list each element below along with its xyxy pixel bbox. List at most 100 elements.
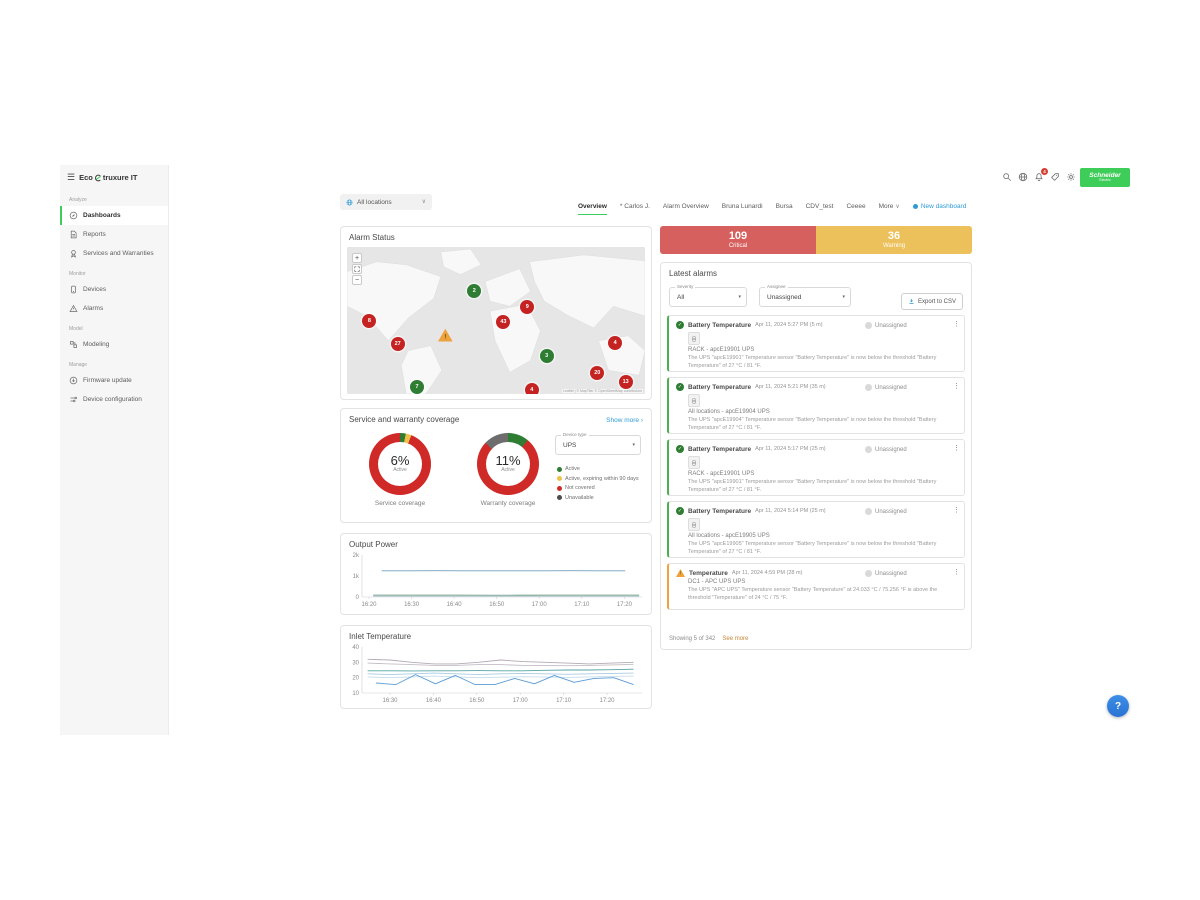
alarm-list-item[interactable]: ✓ Battery Temperature Apr 11, 2024 5:17 … — [667, 439, 965, 496]
map-zoom-in-button[interactable]: + — [352, 253, 362, 263]
schneider-electric-logo[interactable]: Schneider Electric — [1080, 168, 1130, 187]
app-logo-text: Eco truxure IT — [79, 173, 137, 182]
sidebar-item-alarms[interactable]: Alarms — [60, 299, 168, 318]
alarm-list-item[interactable]: ✓ Battery Temperature Apr 11, 2024 5:27 … — [667, 315, 965, 372]
location-selector[interactable]: All locations ∨ — [340, 194, 432, 210]
legend-item-active-expiring-within-90-days: Active, expiring within 90 days — [557, 476, 639, 482]
gear-icon[interactable] — [1066, 172, 1076, 182]
output-power-card: Output Power 0 1k 2k 16:20 16:30 16:40 16:50 17… — [340, 533, 652, 615]
alarm-device-location[interactable]: All locations - apcE19905 UPS — [688, 533, 770, 539]
alarm-marker-critical[interactable]: 20 — [590, 366, 605, 381]
alarm-marker-ok[interactable]: 7 — [410, 379, 425, 394]
alarm-list-item[interactable]: ! Temperature Apr 11, 2024 4:59 PM (28 m… — [667, 563, 965, 610]
export-to-csv-button[interactable]: Export to CSV — [900, 293, 963, 310]
alarm-assignee[interactable]: Unassigned — [865, 570, 907, 577]
severity-filter-label: Severity — [675, 284, 696, 290]
assignee-filter-value: Unassigned — [767, 294, 802, 301]
menu-icon[interactable]: ☰ — [67, 172, 76, 182]
alarm-timestamp: Apr 11, 2024 5:27 PM (5 m) — [755, 322, 823, 328]
svg-text:16:30: 16:30 — [382, 698, 398, 704]
alarm-timestamp: Apr 11, 2024 5:14 PM (25 m) — [755, 508, 826, 514]
sidebar-item-device-configuration[interactable]: Device configuration — [60, 390, 168, 409]
sidebar-item-devices[interactable]: Devices — [60, 280, 168, 299]
output-power-chart: 0 1k 2k 16:20 16:30 16:40 16:50 17:00 17:10 17:20 — [353, 553, 642, 608]
alarm-device-location[interactable]: RACK - apcE19901 UPS — [688, 347, 755, 353]
alarm-list-item[interactable]: ✓ Battery Temperature Apr 11, 2024 5:21 … — [667, 377, 965, 434]
assignee-filter[interactable]: Assignee Unassigned ▾ — [759, 284, 851, 307]
bell-icon[interactable]: 4 — [1034, 167, 1048, 182]
show-more-link[interactable]: Show more › — [606, 417, 643, 424]
help-floating-button[interactable]: ? — [1107, 695, 1129, 717]
coverage-card: Service and warranty coverage Show more … — [340, 408, 652, 523]
alarm-timestamp: Apr 11, 2024 5:17 PM (25 m) — [755, 446, 826, 452]
latest-alarms-card: Latest alarms Severity All ▾ Assignee Un… — [660, 262, 972, 650]
legend-item-active: Active — [557, 466, 639, 472]
tab-overview[interactable]: Overview — [578, 203, 607, 215]
alarm-title: Battery Temperature — [688, 383, 752, 391]
coverage-title: Service and warranty coverage — [349, 415, 460, 424]
kebab-menu-icon[interactable]: ⋮ — [953, 321, 960, 328]
alarm-marker-critical[interactable]: 9 — [520, 300, 535, 315]
modeling-icon — [69, 340, 78, 349]
alarm-description: The UPS "apcE19901" Temperature sensor "… — [688, 479, 937, 494]
world-map[interactable]: + − 2 9 43 8 27! 3 4 20 13 7 4 Leaflet | © MapTile… — [347, 247, 645, 394]
alarm-device-location[interactable]: RACK - apcE19901 UPS — [688, 471, 755, 477]
alarm-item-header: ✓ Battery Temperature Apr 11, 2024 5:27 … — [676, 321, 958, 329]
tab-label: * Carlos J. — [619, 203, 650, 210]
alarm-assignee[interactable]: Unassigned — [865, 322, 907, 329]
severity-filter[interactable]: Severity All ▾ — [669, 284, 747, 307]
map-controls: + − — [352, 253, 362, 285]
globe-icon[interactable] — [1018, 172, 1028, 182]
alarm-marker-ok[interactable]: 2 — [467, 284, 482, 299]
legend-label: Not covered — [565, 485, 595, 491]
alarm-marker-critical[interactable]: 4 — [524, 382, 539, 394]
alarm-list-item[interactable]: ✓ Battery Temperature Apr 11, 2024 5:14 … — [667, 501, 965, 558]
map-zoom-out-button[interactable]: − — [352, 275, 362, 285]
legend-dot — [557, 495, 562, 500]
alarm-marker-critical[interactable]: 27 — [390, 337, 405, 352]
sidebar-item-dashboards[interactable]: Dashboards — [60, 206, 168, 225]
tab-bursa[interactable]: Bursa — [776, 203, 793, 214]
tag-icon[interactable] — [1050, 172, 1060, 182]
device-type-chip — [688, 518, 700, 531]
kebab-menu-icon[interactable]: ⋮ — [953, 507, 960, 514]
sidebar-item-firmware-update[interactable]: Firmware update — [60, 371, 168, 390]
alarm-device-location[interactable]: All locations - apcE19904 UPS — [688, 409, 770, 415]
alarm-assignee[interactable]: Unassigned — [865, 446, 907, 453]
warning-count-banner[interactable]: 36 Warning — [816, 226, 972, 254]
kebab-menu-icon[interactable]: ⋮ — [953, 445, 960, 452]
tab-ceeee[interactable]: Ceeee — [846, 203, 865, 214]
tab-cdv-test[interactable]: CDV_test — [806, 203, 834, 214]
critical-count: 109 — [728, 230, 748, 243]
alarm-device-location[interactable]: DC1 - APC UPS UPS — [688, 579, 746, 585]
device-type-chip — [688, 332, 700, 345]
sidebar-item-label: Devices — [83, 285, 107, 293]
alarm-assignee[interactable]: Unassigned — [865, 384, 907, 391]
critical-count-banner[interactable]: 109 Critical — [660, 226, 816, 254]
sidebar-item-modeling[interactable]: Modeling — [60, 335, 168, 354]
kebab-menu-icon[interactable]: ⋮ — [953, 569, 960, 576]
kebab-menu-icon[interactable]: ⋮ — [953, 383, 960, 390]
see-more-link[interactable]: See more — [722, 636, 749, 642]
alarm-title: Battery Temperature — [688, 445, 752, 453]
tab-more[interactable]: More ∨ — [879, 203, 900, 214]
alarm-marker-critical[interactable]: 8 — [362, 313, 377, 328]
tab-carlos-j[interactable]: * Carlos J. — [620, 203, 650, 214]
tab-alarm-overview[interactable]: Alarm Overview — [663, 203, 709, 214]
search-icon[interactable] — [1002, 172, 1012, 182]
new-dashboard-button[interactable]: New dashboard — [912, 203, 966, 210]
svg-text:40: 40 — [352, 645, 359, 651]
device-type-select[interactable]: Device type UPS ▾ — [555, 432, 641, 455]
avatar-icon — [865, 384, 872, 391]
alarm-marker-ok[interactable]: 3 — [539, 348, 554, 363]
alarm-assignee[interactable]: Unassigned — [865, 508, 907, 515]
alarm-marker-critical[interactable]: 4 — [608, 335, 623, 350]
alarm-marker-critical[interactable]: 13 — [618, 375, 633, 390]
sidebar-item-reports[interactable]: Reports — [60, 225, 168, 244]
showing-count: Showing 5 of 342 — [669, 636, 716, 642]
sidebar-item-services-and-warranties[interactable]: Services and Warranties — [60, 244, 168, 263]
map-fit-button[interactable] — [352, 264, 362, 274]
alarm-marker-critical[interactable]: 43 — [496, 314, 511, 329]
tab-bruna-lunardi[interactable]: Bruna Lunardi — [722, 203, 763, 214]
